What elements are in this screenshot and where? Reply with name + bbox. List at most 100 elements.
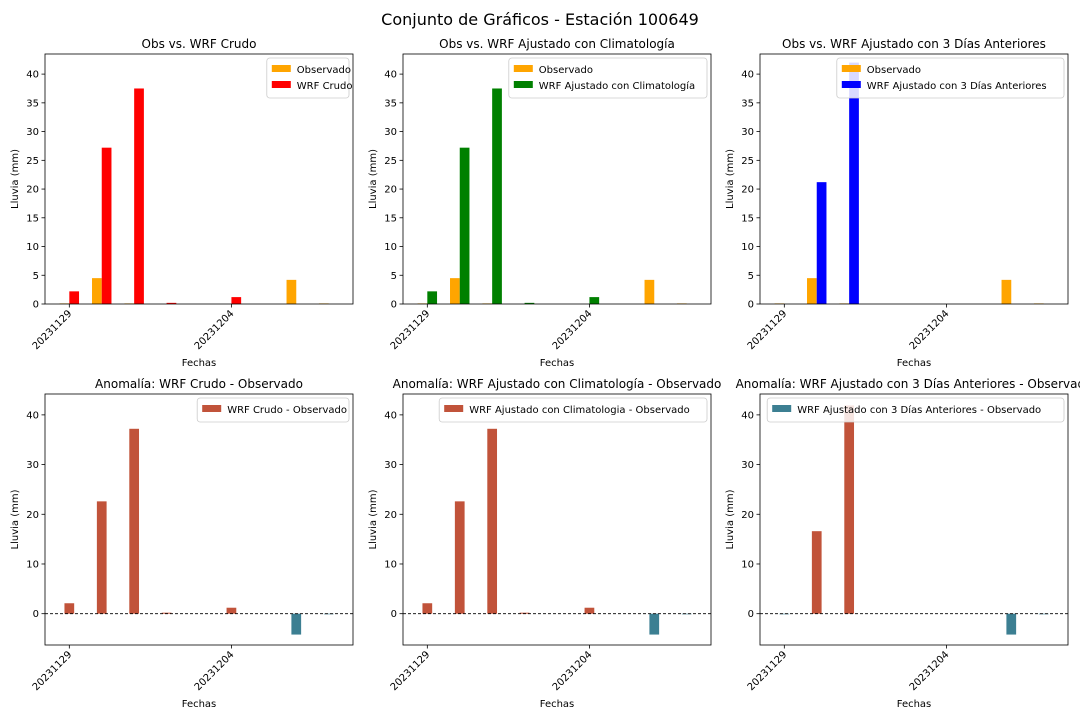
- bar-anomalia-3: [161, 612, 172, 614]
- legend-swatch: [772, 405, 792, 412]
- chart-title: Anomalía: WRF Ajustado con Climatología …: [393, 377, 722, 391]
- x-axis-label: Fechas: [897, 699, 932, 710]
- y-tick-label: 40: [26, 70, 39, 81]
- y-tick-label: 35: [384, 98, 397, 109]
- chart-panel-4: 0 10 20 30 40 20231129 20231204 Anomalía: WRF C…: [10, 377, 354, 710]
- y-tick-label: 0: [33, 609, 39, 620]
- bar-wrf-1: [101, 147, 112, 304]
- x-tick-label: 20231129: [389, 649, 433, 693]
- y-tick-label: 5: [391, 271, 397, 282]
- y-tick-label: 10: [384, 242, 397, 253]
- chart-panel-6: 0 10 20 30 40 20231129 20231204 Anomalía: WRF A…: [725, 377, 1080, 710]
- y-tick-label: 0: [391, 300, 397, 311]
- x-axis-label: Fechas: [182, 358, 217, 369]
- y-tick-label: 20: [26, 185, 39, 196]
- y-tick-label: 35: [741, 98, 754, 109]
- bar-wrf-2: [134, 88, 144, 304]
- bar-anomalia-2: [129, 428, 140, 614]
- bar-wrf-2: [492, 88, 502, 304]
- chart-title: Anomalía: WRF Ajustado con 3 Días Anteri…: [736, 377, 1080, 391]
- y-tick-label: 20: [741, 185, 754, 196]
- bar-wrf-5: [589, 297, 600, 304]
- legend-label: WRF Ajustado con 3 Días Anteriores: [867, 80, 1047, 92]
- bar-anomalia-3: [519, 612, 530, 614]
- y-tick-label: 40: [384, 70, 397, 81]
- bar-wrf-0: [69, 291, 80, 304]
- legend-label: WRF Ajustado con Climatología: [539, 80, 695, 92]
- bar-wrf-3: [166, 302, 177, 304]
- legend-box: [836, 57, 1065, 99]
- x-axis-label: Fechas: [540, 699, 575, 710]
- legend-swatch: [271, 81, 291, 88]
- bar-anomalia-8: [323, 613, 334, 615]
- bar-wrf-5: [231, 297, 242, 304]
- y-axis-label: Lluvia (mm): [368, 489, 379, 549]
- y-tick-label: 20: [384, 185, 397, 196]
- legend-label: Observado: [867, 65, 921, 76]
- bar-anomalia-0: [422, 603, 433, 614]
- y-tick-label: 0: [748, 300, 754, 311]
- bar-observado-7: [1001, 279, 1012, 304]
- y-tick-label: 15: [384, 213, 397, 224]
- x-tick-label: 20231204: [551, 308, 595, 352]
- bar-anomalia-0: [779, 613, 790, 615]
- chart-panel-5: 0 10 20 30 40 20231129 20231204 Anomalía: WRF A…: [368, 377, 721, 710]
- x-tick-label: 20231204: [193, 649, 237, 693]
- bars-group: [774, 62, 1044, 304]
- y-tick-label: 20: [26, 510, 39, 521]
- axes-frame: [759, 53, 1069, 305]
- chart-title: Obs vs. WRF Ajustado con Climatología: [439, 37, 675, 51]
- bar-anomalia-1: [811, 531, 822, 614]
- bar-anomalia-2: [487, 428, 498, 614]
- y-tick-label: 30: [741, 127, 754, 138]
- x-tick-label: 20231129: [746, 649, 790, 693]
- legend-swatch: [202, 405, 222, 412]
- x-tick-label: 20231204: [908, 308, 952, 352]
- y-tick-label: 30: [26, 460, 39, 471]
- legend-box: [438, 397, 708, 423]
- legend-box: [508, 57, 708, 99]
- bar-anomalia-8: [1038, 613, 1049, 615]
- chart-panel-1: 0 5 10 15 20 25 30 35 40 20231129 20231204 Obs vs. …: [10, 37, 354, 369]
- y-tick-label: 10: [741, 242, 754, 253]
- bar-anomalia-1: [454, 501, 465, 614]
- bars-group: [59, 88, 329, 304]
- bar-anomalia-5: [226, 607, 237, 614]
- axes-frame: [402, 53, 712, 305]
- x-axis-label: Fechas: [182, 699, 217, 710]
- legend-label: WRF Crudo - Observado: [227, 405, 347, 416]
- legend: WRF Ajustado con 3 Días Anteriores - Obs…: [766, 397, 1065, 423]
- legend: Observado WRF Ajustado con Climatología: [508, 57, 708, 99]
- y-tick-label: 15: [26, 213, 39, 224]
- bars-group: [422, 428, 692, 635]
- bar-wrf-2: [849, 62, 859, 304]
- y-tick-label: 10: [384, 559, 397, 570]
- y-tick-label: 30: [384, 127, 397, 138]
- bars-group: [417, 88, 687, 304]
- bar-anomalia-7: [1006, 613, 1017, 635]
- y-tick-label: 5: [33, 271, 39, 282]
- x-tick-label: 20231204: [551, 649, 595, 693]
- legend-swatch: [271, 65, 291, 72]
- bar-observado-7: [644, 279, 655, 304]
- y-axis-label: Lluvia (mm): [368, 149, 379, 209]
- legend-swatch: [513, 65, 533, 72]
- figure-title: Conjunto de Gráficos - Estación 100649: [381, 10, 699, 29]
- y-tick-label: 25: [741, 156, 754, 167]
- chart-title: Anomalía: WRF Crudo - Observado: [95, 377, 303, 391]
- y-tick-label: 30: [384, 460, 397, 471]
- bar-anomalia-5: [584, 607, 595, 614]
- y-tick-label: 35: [26, 98, 39, 109]
- y-tick-label: 40: [741, 70, 754, 81]
- y-tick-label: 5: [748, 271, 754, 282]
- y-tick-label: 15: [741, 213, 754, 224]
- legend-box: [766, 397, 1065, 423]
- legend-swatch: [513, 81, 533, 88]
- x-tick-label: 20231204: [908, 649, 952, 693]
- chart-title: Obs vs. WRF Ajustado con 3 Días Anterior…: [782, 37, 1046, 51]
- bar-observado-7: [286, 279, 297, 304]
- y-tick-label: 20: [741, 510, 754, 521]
- axes-frame: [44, 393, 354, 646]
- axes-frame: [759, 393, 1069, 646]
- bar-observado-1: [92, 278, 102, 304]
